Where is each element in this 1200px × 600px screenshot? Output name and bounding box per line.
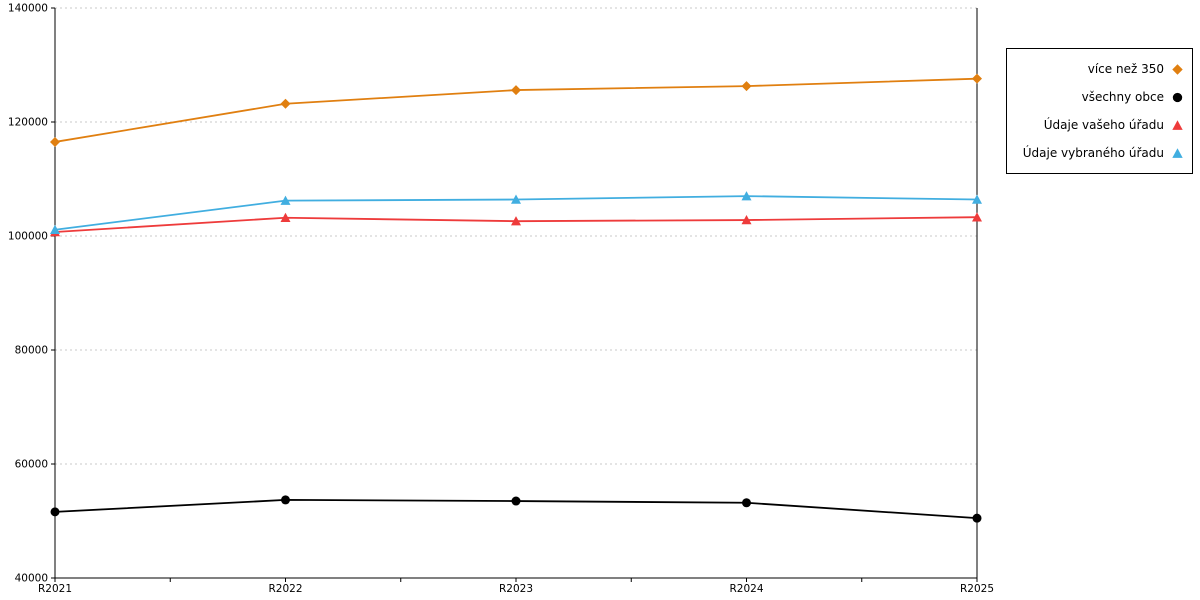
circle-marker [511,496,521,506]
diamond-marker [50,136,60,147]
legend-label: více než 350 [1087,62,1164,76]
y-tick-label: 80000 [15,345,48,357]
triangle-marker [511,216,521,226]
triangle-marker [972,194,982,204]
legend-item: všechny obce [1023,87,1184,107]
legend-label: Údaje vybraného úřadu [1022,146,1164,160]
circle-marker [742,498,751,508]
y-tick-label: 120000 [8,117,48,129]
triangle-marker [511,194,521,204]
circle-marker [972,513,982,523]
legend-item: více než 350 [1023,59,1184,79]
x-tick-label: R2024 [729,583,763,595]
x-tick-label: R2022 [268,583,302,595]
triangle-marker [280,195,291,205]
triangle-marker [50,224,60,234]
diamond-marker [511,85,521,96]
triangle-marker [972,212,982,222]
diamond-marker [741,81,752,92]
y-tick-label: 40000 [15,573,48,585]
x-tick-label: R2021 [38,583,72,595]
diamond-marker [280,98,291,109]
triangle-icon [1172,119,1183,130]
triangle-marker [741,191,752,201]
diamond-marker [1172,63,1183,75]
diamond-icon [1172,63,1183,75]
y-tick-label: 60000 [15,459,48,471]
triangle-marker [1172,119,1183,130]
legend: více než 350 všechny obce Údaje vašeho úřa… [1005,48,1193,174]
x-tick-label: R2023 [499,583,533,595]
y-tick-label: 140000 [8,3,48,15]
y-tick-label: 100000 [8,231,48,243]
triangle-marker [741,215,752,225]
circle-marker [50,507,60,517]
triangle-marker [1172,147,1183,158]
circle-marker [1172,92,1183,102]
triangle-icon [1172,147,1183,158]
circle-marker [281,495,290,505]
x-tick-label: R2025 [960,583,994,595]
legend-label: všechny obce [1081,90,1164,104]
legend-label: Údaje vašeho úřadu [1043,118,1164,132]
legend-item: Údaje vybraného úřadu [1023,143,1184,163]
triangle-marker [280,212,291,223]
circle-icon [1172,92,1183,102]
legend-item: Údaje vašeho úřadu [1023,115,1184,135]
diamond-marker [972,73,982,84]
